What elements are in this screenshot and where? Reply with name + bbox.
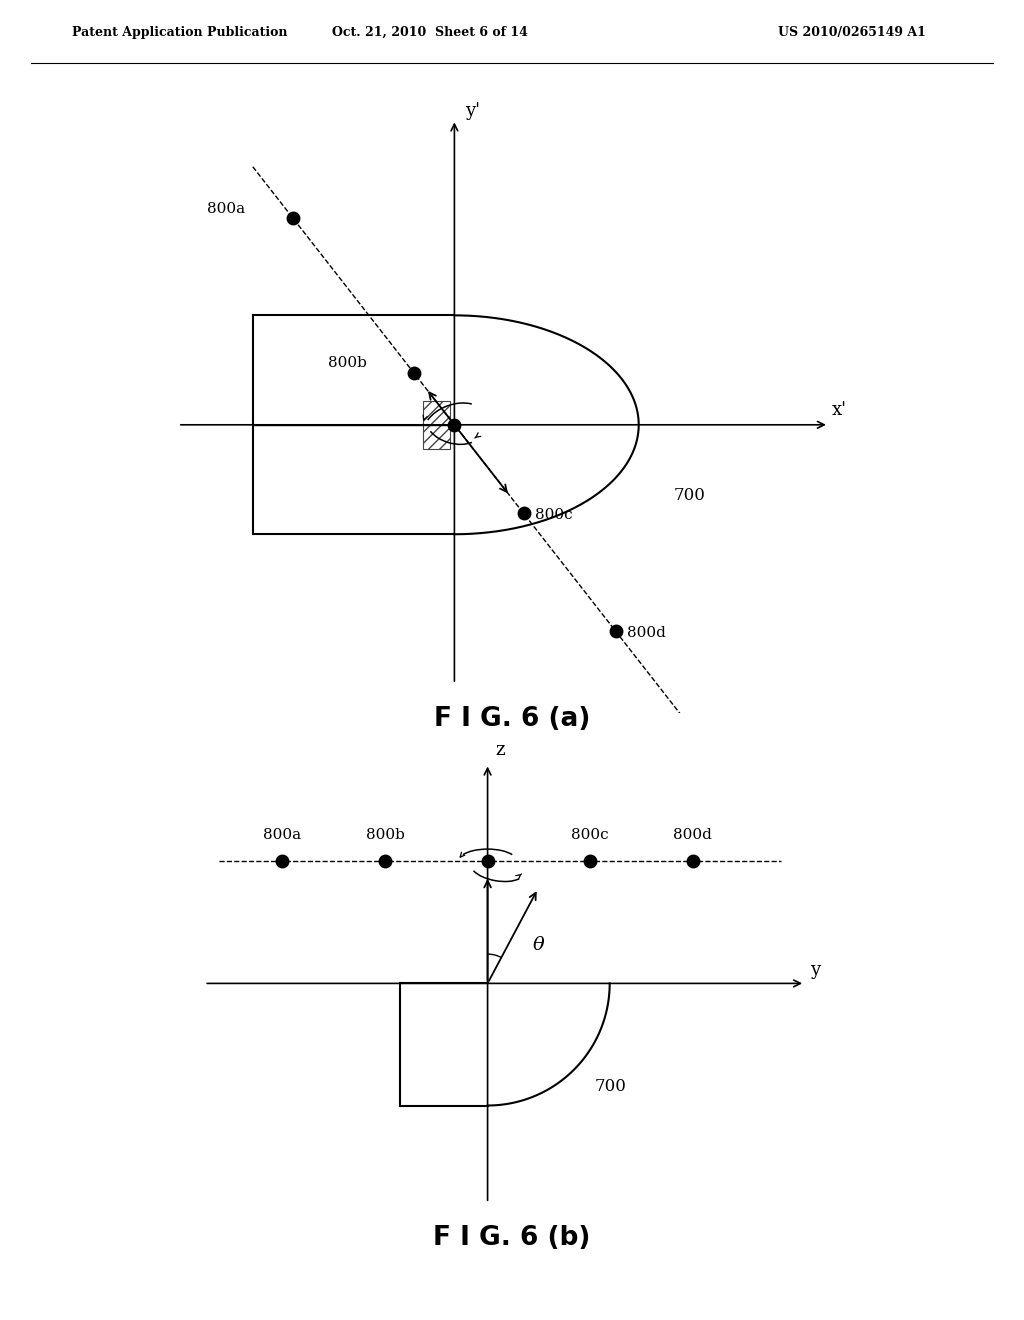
Text: y': y' bbox=[465, 102, 480, 120]
Text: θ: θ bbox=[532, 936, 544, 954]
Text: x': x' bbox=[831, 401, 847, 418]
Text: 800d: 800d bbox=[673, 829, 712, 842]
Text: y: y bbox=[810, 961, 820, 978]
Text: 700: 700 bbox=[595, 1078, 627, 1094]
Text: 800d: 800d bbox=[627, 626, 666, 640]
Text: 800c: 800c bbox=[571, 829, 609, 842]
Text: Patent Application Publication: Patent Application Publication bbox=[72, 26, 287, 40]
Text: 800b: 800b bbox=[366, 829, 404, 842]
Text: 800a: 800a bbox=[263, 829, 301, 842]
Text: z: z bbox=[495, 741, 505, 759]
Text: F I G. 6 (b): F I G. 6 (b) bbox=[433, 1225, 591, 1251]
Text: 800a: 800a bbox=[207, 202, 245, 215]
Text: US 2010/0265149 A1: US 2010/0265149 A1 bbox=[778, 26, 926, 40]
Text: F I G. 6 (a): F I G. 6 (a) bbox=[434, 706, 590, 733]
Text: 700: 700 bbox=[673, 487, 706, 504]
Text: Oct. 21, 2010  Sheet 6 of 14: Oct. 21, 2010 Sheet 6 of 14 bbox=[332, 26, 528, 40]
Text: 800c: 800c bbox=[535, 508, 572, 521]
Text: 800b: 800b bbox=[328, 356, 367, 371]
